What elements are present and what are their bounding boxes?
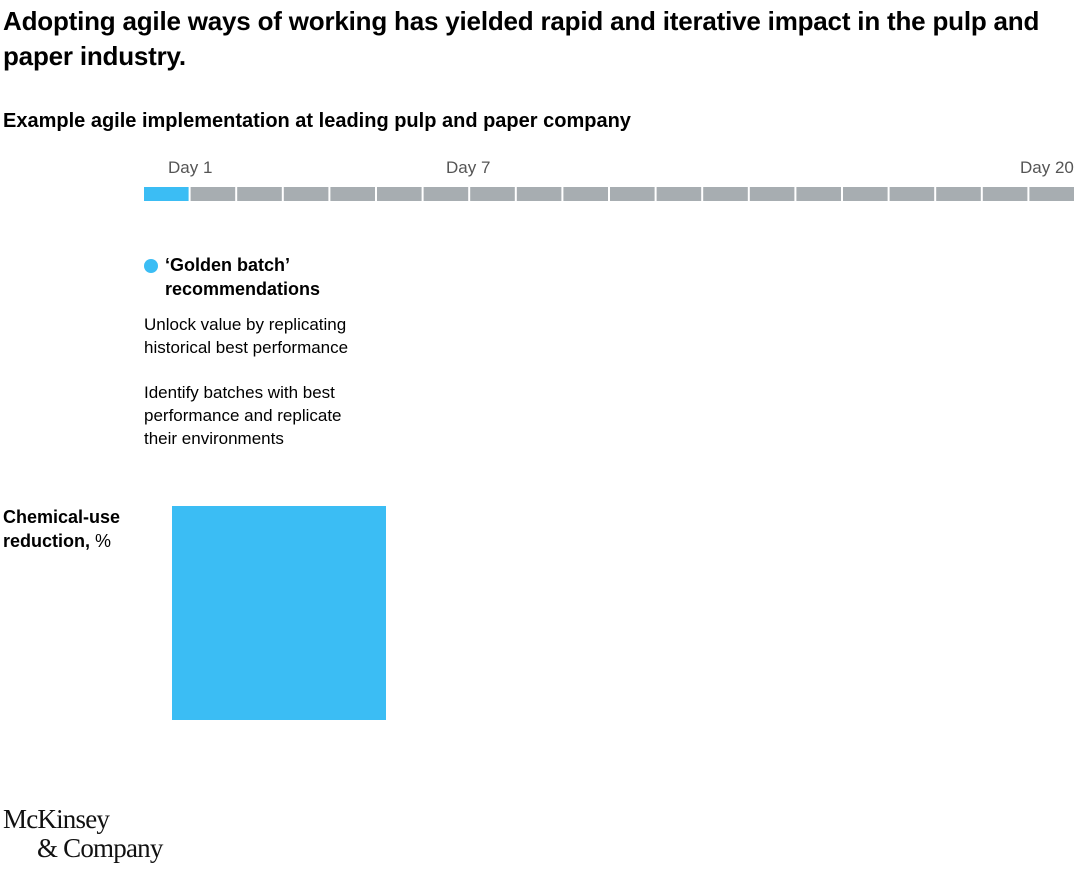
timeline-segment-day-11 xyxy=(610,187,655,201)
chart-title: Adopting agile ways of working has yield… xyxy=(3,6,1040,71)
timeline-segment-day-10 xyxy=(563,187,608,201)
day-label-7: Day 7 xyxy=(446,158,491,177)
logo-line1: McKinsey xyxy=(3,804,110,834)
phase-name-line2: recommendations xyxy=(165,279,321,299)
timeline-segment-day-8 xyxy=(470,187,515,201)
phase-description-2: Identify batches with best performance a… xyxy=(144,381,404,450)
timeline-segment-day-7 xyxy=(423,187,469,201)
timeline-segment-day-18 xyxy=(936,187,981,201)
day-label-1: Day 1 xyxy=(168,158,213,177)
metric-label-line2: reduction, xyxy=(3,531,91,551)
timeline-segment-day-6 xyxy=(377,187,422,201)
timeline-segment-day-9 xyxy=(516,187,562,201)
timeline-segment-day-13 xyxy=(703,187,748,201)
phase-dot-icon xyxy=(144,259,158,273)
timeline-segment-day-16 xyxy=(843,187,888,201)
metric-unit: % xyxy=(95,531,112,551)
timeline-segment-day-1 xyxy=(144,187,189,201)
timeline-segment-day-12 xyxy=(656,187,702,201)
phase-description-2-line2: performance and replicate xyxy=(144,406,342,425)
chart-subtitle: Example agile implementation at leading … xyxy=(3,110,631,132)
phase-golden-batch: ‘Golden batch’ recommendations Unlock va… xyxy=(144,253,404,450)
timeline-segment-day-19 xyxy=(982,187,1028,201)
metric-label-line1: Chemical-use xyxy=(3,507,121,527)
mckinsey-logo: McKinsey & Company xyxy=(3,805,163,863)
chemical-use-bar-chart xyxy=(172,506,386,720)
logo-line2: & Company xyxy=(37,833,163,863)
metric-label: Chemical-use reduction, % xyxy=(3,505,153,553)
phase-description-1: Unlock value by replicating historical b… xyxy=(144,313,404,359)
timeline-segment-day-17 xyxy=(889,187,935,201)
phase-description-2-line1: Identify batches with best xyxy=(144,383,335,402)
timeline-segment-day-15 xyxy=(796,187,841,201)
timeline-segment-day-3 xyxy=(237,187,282,201)
phase-description-1-line2: historical best performance xyxy=(144,338,349,357)
timeline-segment-day-5 xyxy=(330,187,375,201)
timeline-bar xyxy=(144,187,1074,201)
timeline-segment-day-2 xyxy=(190,187,236,201)
day-label-20: Day 20 xyxy=(1020,158,1074,177)
phase-name-line1: ‘Golden batch’ xyxy=(165,255,291,275)
phase-description-2-line3: their environments xyxy=(144,429,284,448)
phase-name: ‘Golden batch’ recommendations xyxy=(165,253,404,301)
bar-golden-batch xyxy=(172,506,386,720)
timeline-segment-day-20 xyxy=(1029,187,1074,201)
phase-description-1-line1: Unlock value by replicating xyxy=(144,315,347,334)
timeline-segment-day-14 xyxy=(749,187,795,201)
timeline-segment-day-4 xyxy=(283,187,329,201)
